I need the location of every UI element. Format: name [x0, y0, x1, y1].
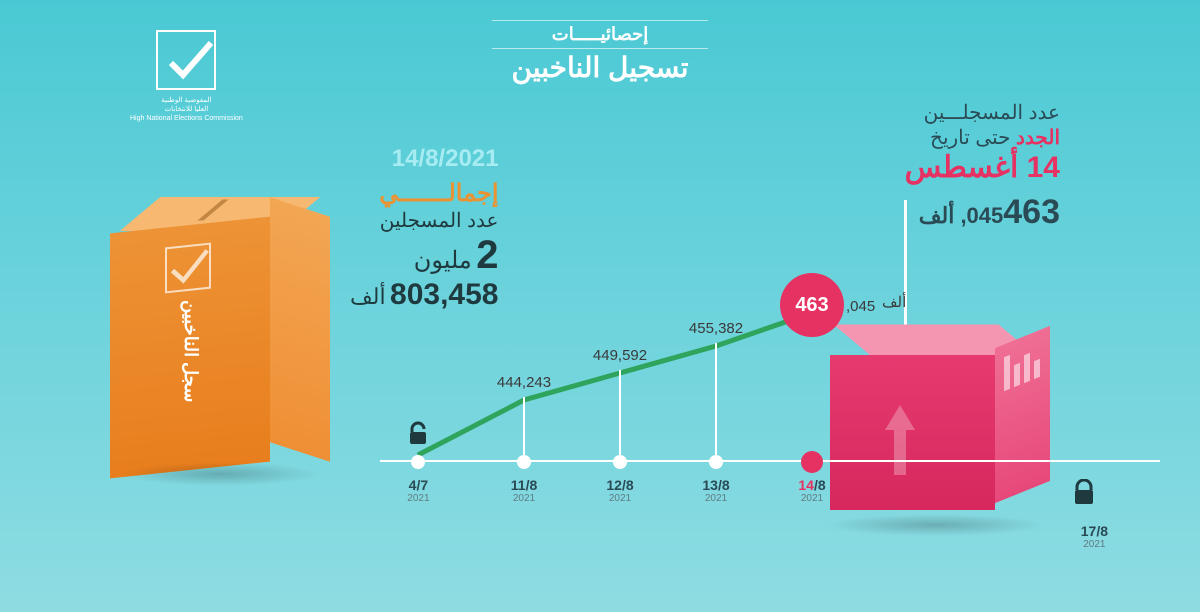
- nr-l3alf: ألف: [919, 203, 955, 228]
- timeline-end-label: 17/8 2021: [1081, 524, 1108, 550]
- nr-l2m: أغسطس: [905, 151, 1027, 184]
- logo-sub1: المفوضية الوطنية: [130, 96, 243, 105]
- total-label: عدد المسجلين: [350, 208, 499, 233]
- up-arrow-icon: [880, 400, 920, 480]
- end-y: 2021: [1081, 539, 1108, 550]
- x-label: 12/82021: [606, 478, 633, 504]
- nr-l1b: الجدد: [1016, 127, 1060, 149]
- ballot-box-label: سجل الناخبين: [180, 300, 202, 402]
- logo-sub2: العليا للانتخابات: [130, 105, 243, 114]
- x-label: 13/82021: [702, 478, 729, 504]
- new-reg-value: 463,045 ألف: [905, 193, 1060, 232]
- timeline-dot: [613, 455, 627, 469]
- bubble-alf: ألف: [882, 293, 906, 311]
- title-line2: تسجيل الناخبين: [492, 51, 708, 84]
- commission-logo: المفوضية الوطنية العليا للانتخابات High …: [130, 30, 243, 123]
- ballot-box-orange: سجل الناخبين: [110, 170, 330, 480]
- new-reg-date: 14 أغسطس: [905, 150, 1060, 185]
- new-reg-line1: عدد المسجلـــين الجدد حتى تاريخ: [905, 100, 1060, 150]
- stick: [619, 370, 621, 455]
- end-d: 17: [1081, 523, 1097, 539]
- total-date: 14/8/2021: [350, 145, 499, 173]
- end-m: /8: [1096, 523, 1108, 539]
- data-value: 444,243: [497, 374, 551, 391]
- timeline-dot: [517, 455, 531, 469]
- x-label: 4/72021: [407, 478, 429, 504]
- data-value: 455,382: [689, 320, 743, 337]
- logo-subtext: المفوضية الوطنية العليا للانتخابات High …: [130, 96, 243, 123]
- highlight-bubble: 463: [780, 273, 844, 337]
- x-label: 11/82021: [511, 478, 538, 504]
- title-line1: إحصائيـــــات: [492, 20, 708, 49]
- bubble-rest: ,045: [846, 298, 875, 315]
- data-value: 449,592: [593, 347, 647, 364]
- stick: [715, 343, 717, 455]
- timeline-dot: [709, 455, 723, 469]
- ballot-check-icon: [165, 243, 211, 294]
- logo-frame: [156, 30, 216, 90]
- timeline-chart: 4/72021444,24311/82021449,59212/82021455…: [380, 260, 860, 500]
- title: إحصائيـــــات تسجيل الناخبين: [492, 20, 708, 84]
- lock-open-icon: [408, 421, 428, 450]
- timeline-dot: [411, 455, 425, 469]
- logo-sub3: High National Elections Commission: [130, 114, 243, 123]
- checkmark-icon: [163, 37, 213, 87]
- lock-closed-icon: [1073, 479, 1095, 510]
- total-ejmali: إجمالـــــــي: [379, 179, 498, 208]
- nr-l3big: 463: [1003, 193, 1060, 231]
- nr-l1c: حتى تاريخ: [930, 127, 1016, 149]
- x-label: 14/82021: [798, 478, 825, 504]
- stick: [523, 397, 525, 455]
- nr-l1a: عدد المسجلـــين: [924, 102, 1060, 124]
- nr-l3rest: ,045: [960, 203, 1003, 229]
- timeline-dot: [801, 451, 823, 473]
- nr-l2n: 14: [1027, 151, 1060, 184]
- new-registrants: عدد المسجلـــين الجدد حتى تاريخ 14 أغسطس…: [905, 100, 1060, 232]
